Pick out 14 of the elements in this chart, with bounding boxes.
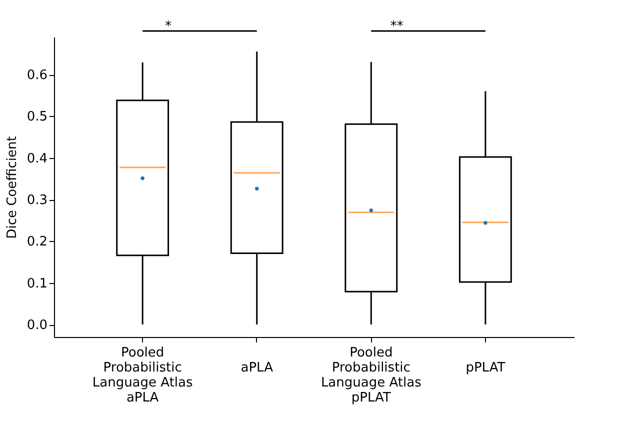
y-tick-label: 0.6 xyxy=(26,68,48,83)
x-tick-label: Pooled Probabilistic Language Atlas aPLA xyxy=(92,346,193,406)
x-tick-label: Pooled Probabilistic Language Atlas pPLAT xyxy=(320,346,422,406)
y-axis-title: Dice Coefficient xyxy=(4,136,20,239)
text: ** xyxy=(390,19,404,34)
y-tick-label: 0.3 xyxy=(26,193,48,208)
y-tick-label: 0.5 xyxy=(26,110,48,125)
y-tick-label: 0.4 xyxy=(26,151,48,166)
text: * xyxy=(165,19,172,34)
y-tick-label: 0.1 xyxy=(26,276,48,292)
y-tick-label: 0.0 xyxy=(26,318,48,333)
x-tick-label: pPLAT xyxy=(466,360,506,376)
x-tick-label: aPLA xyxy=(240,360,274,376)
y-tick-label: 0.2 xyxy=(26,234,48,250)
